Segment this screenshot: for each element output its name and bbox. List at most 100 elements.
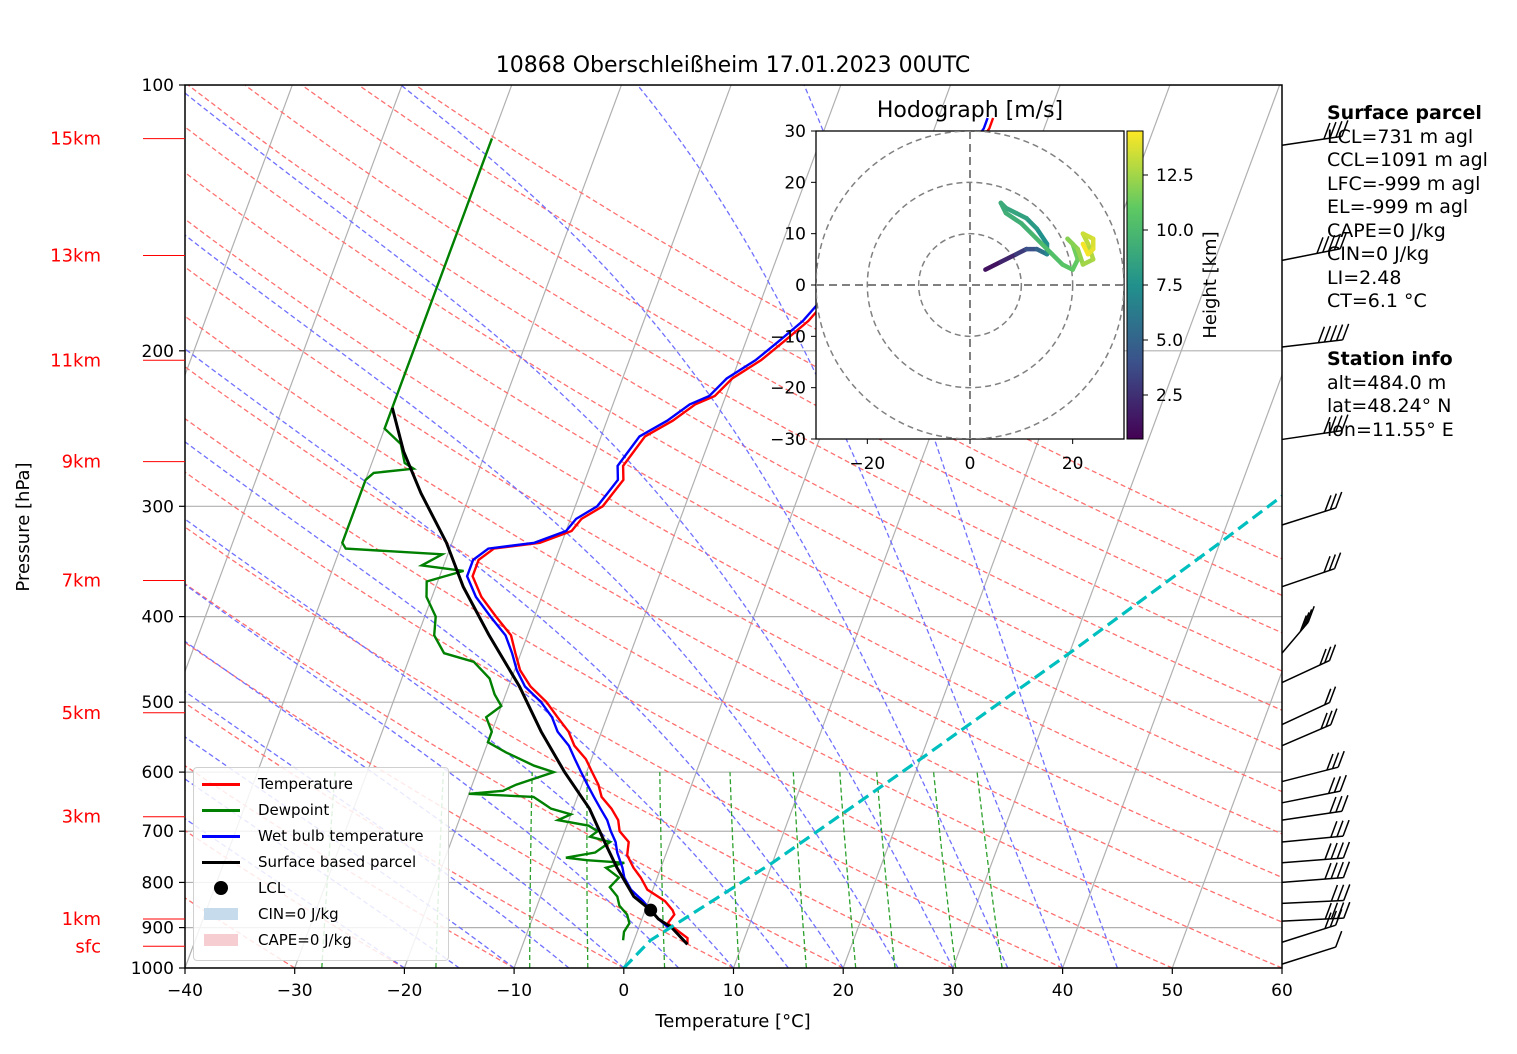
hodograph-y-tick-label: −20	[770, 379, 806, 399]
colorbar	[1126, 130, 1144, 440]
wind-barb	[1281, 841, 1351, 864]
barb-flag	[1328, 644, 1337, 661]
dry-adiabat-line	[185, 218, 1282, 835]
isotherm-line	[0, 85, 73, 968]
dry-adiabat-line	[185, 702, 625, 968]
barb-flag	[1323, 325, 1332, 343]
isotherm-line	[952, 85, 1281, 968]
hodograph-segment	[1024, 216, 1039, 231]
hodograph-segment	[1034, 226, 1050, 247]
barb-flag	[1333, 233, 1342, 251]
hodograph-y-tick-label: 0	[795, 276, 806, 296]
mixing-ratio-line	[876, 772, 896, 968]
wind-barb	[1281, 708, 1338, 747]
wind-barb	[1281, 120, 1349, 146]
barb-flag	[1320, 712, 1328, 730]
barb-flag	[1327, 777, 1336, 794]
hodograph-x-tick-label: 0	[965, 454, 976, 474]
temperature-swatch	[202, 782, 240, 786]
barb-flag	[1330, 842, 1338, 860]
barb-staff	[1281, 429, 1342, 441]
y-tick-label: 700	[142, 822, 174, 842]
x-tick-label: 10	[723, 981, 745, 1001]
surface-parcel-line: CCL=1091 m agl	[1327, 149, 1488, 171]
barb-flag	[1341, 795, 1349, 812]
colorbar-tick-label: 2.5	[1156, 386, 1183, 406]
y-tick-label: 300	[142, 497, 174, 517]
hodograph: Hodograph [m/s] −20 0 20 30 20 10 0 −10 −20 −30 2.5…	[770, 98, 1221, 474]
legend-label: CIN=0 J/kg	[258, 905, 339, 923]
barb-flag	[1337, 750, 1345, 768]
dry-adiabat-line	[185, 266, 1282, 879]
mixing-ratio-line	[529, 772, 533, 968]
barb-staff	[1281, 507, 1336, 526]
height-label: 1km	[62, 909, 101, 930]
y-tick-label: 1000	[131, 959, 174, 979]
dewpoint-swatch	[202, 808, 240, 812]
legend-cape: CAPE=0 J/kg	[202, 927, 352, 953]
legend-label: Temperature	[258, 775, 354, 793]
legend-parcel: Surface based parcel	[202, 849, 416, 875]
y-tick-label: 400	[142, 608, 174, 628]
isotherm-line	[1062, 373, 1282, 968]
barb-flag	[1299, 615, 1308, 632]
x-tick-label: 60	[1271, 981, 1293, 1001]
mixing-ratio-line	[586, 772, 589, 968]
barb-flag	[1324, 843, 1332, 860]
y-tick-label: 500	[142, 693, 174, 713]
barb-flag	[1336, 820, 1344, 837]
barb-staff	[1281, 924, 1336, 943]
barb-flag	[1330, 862, 1338, 879]
ccl-line	[622, 494, 1282, 968]
height-label: sfc	[75, 936, 101, 957]
wind-barb	[1281, 908, 1343, 943]
barb-flag	[1329, 416, 1337, 433]
barb-flag	[1323, 122, 1331, 140]
wind-barb	[1281, 323, 1350, 348]
barb-flag	[1327, 234, 1336, 252]
barb-flag	[1339, 232, 1347, 250]
y-tick-label: 900	[142, 919, 174, 939]
barb-flag	[1330, 884, 1339, 902]
x-tick-label: 30	[942, 981, 964, 1001]
legend-label: Wet bulb temperature	[258, 827, 424, 845]
wind-barb	[1281, 686, 1337, 726]
wind-barb	[1281, 232, 1347, 262]
legend: Temperature Dewpoint Wet bulb temperatur…	[193, 767, 449, 961]
barb-staff	[1281, 723, 1332, 747]
colorbar-tick-label: 5.0	[1156, 331, 1183, 351]
surface-parcel-title: Surface parcel	[1327, 102, 1482, 124]
x-tick-label: −20	[386, 981, 422, 1001]
x-axis-label: Temperature [°C]	[654, 1011, 810, 1032]
barb-staff	[1281, 659, 1330, 684]
station-info-line: lat=48.24° N	[1327, 395, 1452, 417]
barb-flag	[1325, 710, 1333, 728]
wind-barb	[1281, 414, 1349, 441]
height-label: 11km	[50, 350, 101, 371]
x-tick-label: −30	[277, 981, 313, 1001]
barb-staff	[1281, 810, 1342, 821]
moist-adiabat-line	[400, 85, 1009, 968]
station-info-line: alt=484.0 m	[1327, 371, 1447, 394]
colorbar-tick-label: 12.5	[1156, 166, 1194, 186]
y-tick-label: 100	[142, 76, 174, 96]
height-label: 15km	[50, 129, 101, 150]
lcl-marker-swatch	[214, 881, 228, 895]
barb-staff	[1281, 766, 1339, 783]
isotherm-line	[185, 85, 403, 674]
legend-label: Surface based parcel	[258, 853, 417, 871]
wind-barb	[1281, 552, 1342, 588]
barb-flag	[1333, 552, 1342, 569]
hodograph-segment	[1080, 241, 1091, 257]
wind-barb	[1281, 491, 1343, 526]
isotherm-line	[185, 85, 293, 377]
barb-flag	[1329, 493, 1338, 510]
barb-staff	[1281, 567, 1335, 588]
barb-flag	[1342, 861, 1351, 878]
mixing-ratio-line	[729, 772, 740, 968]
barb-flag	[1323, 416, 1331, 434]
moist-adiabat-line	[636, 85, 1064, 968]
moist-adiabat-line	[185, 640, 625, 968]
dry-adiabat-line	[185, 171, 1282, 793]
height-label: 5km	[62, 703, 101, 724]
